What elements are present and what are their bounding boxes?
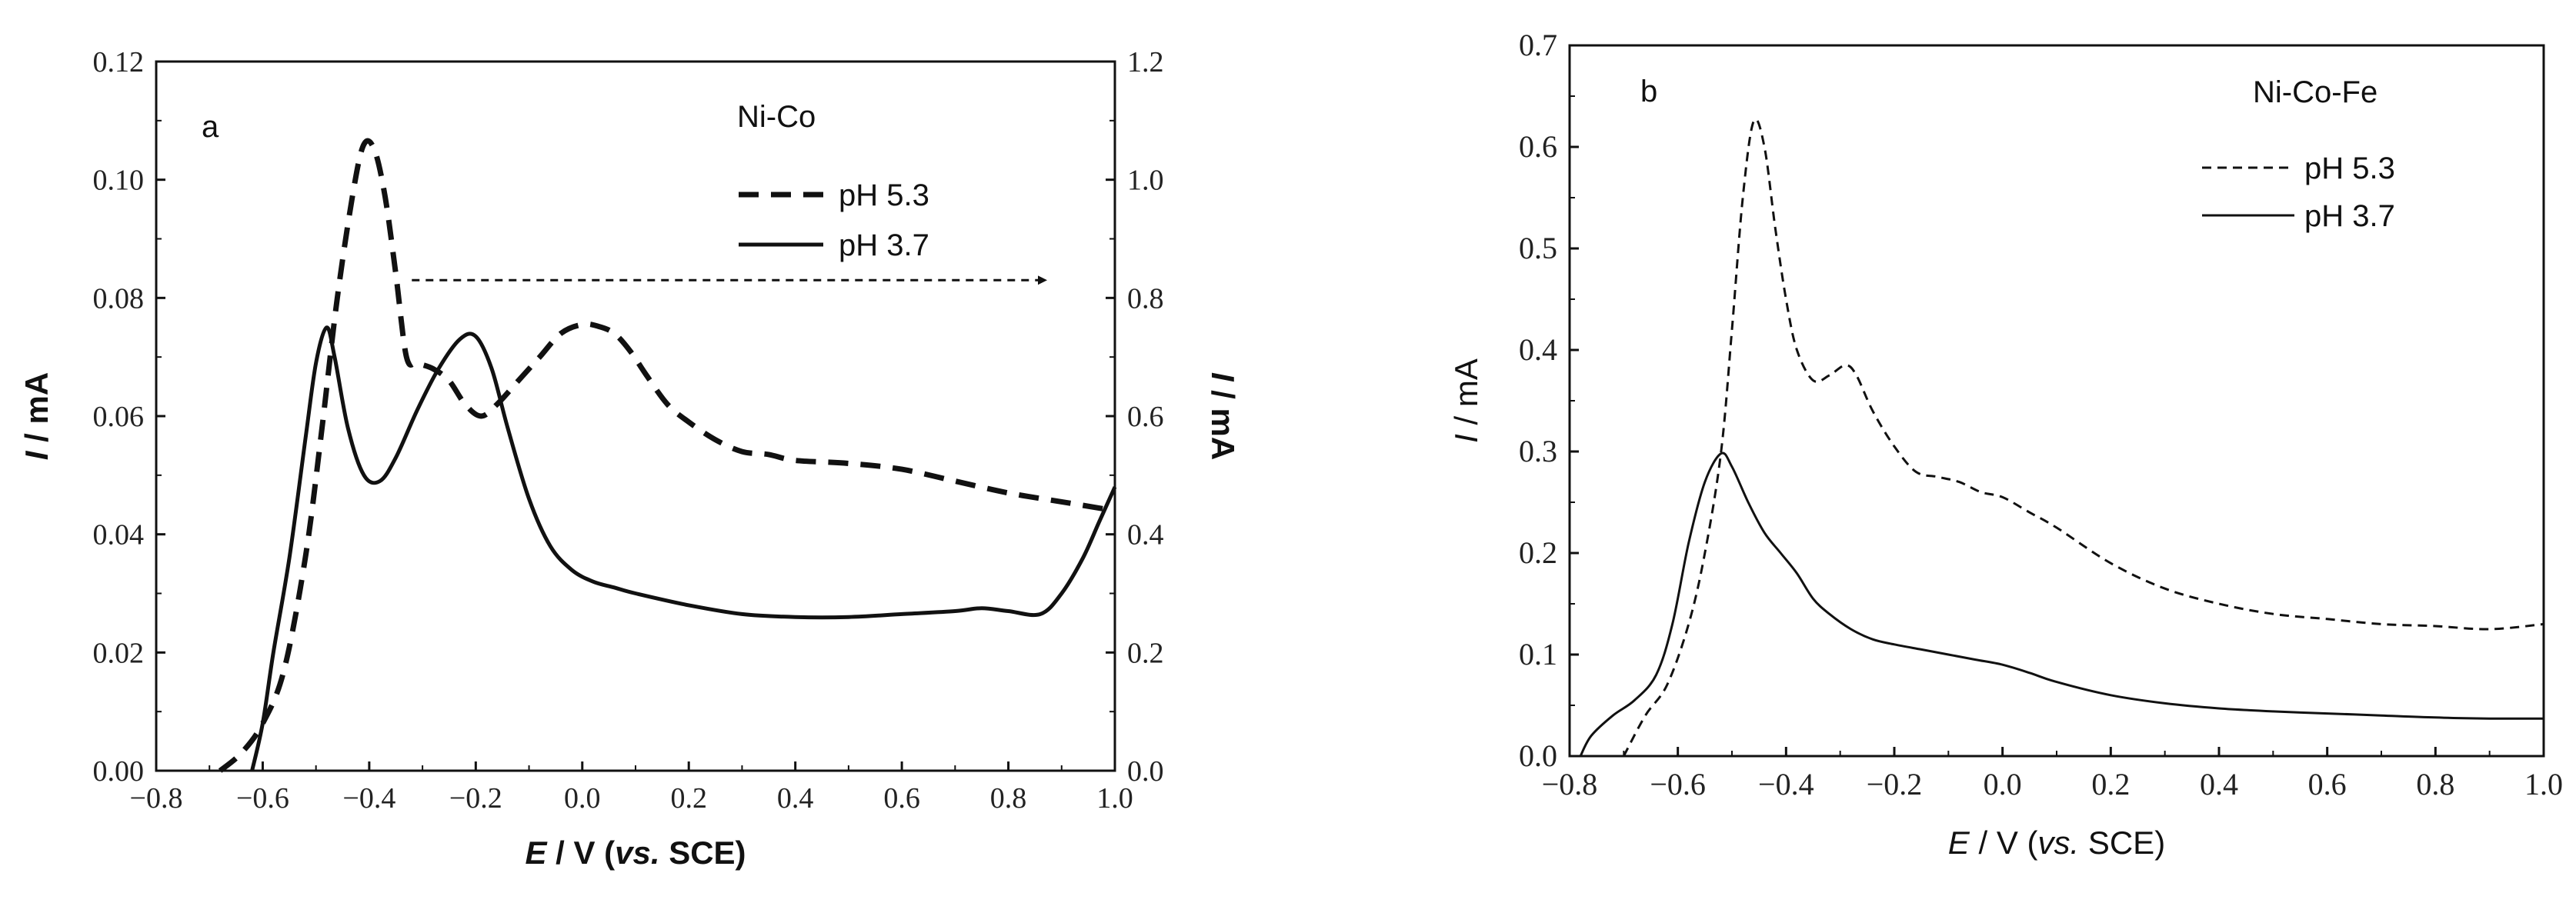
b-x-tick-label: 0.6: [2308, 767, 2347, 801]
panel-b-chart: −0.8 −0.6 −0.4 −0.2 0.0 0.2 0.4 0.6 0.8 1.0 0.00.…: [1448, 28, 2563, 861]
b-x-tick-label: 0.4: [2200, 767, 2238, 801]
a-x-tick-label: 0.0: [564, 782, 601, 815]
a-y-tick-label: 0.12: [93, 46, 145, 78]
panel-b-label: b: [1640, 75, 1657, 108]
panel-a-x-axis-title: E / V (vs. SCE): [525, 835, 746, 871]
b-x-tick-label: −0.8: [1542, 767, 1598, 801]
panel-a-plot-frame: [155, 60, 1116, 772]
b-x-tick-label: −0.6: [1650, 767, 1706, 801]
panel-b-x-axis-title-unit: / V (: [1970, 825, 2038, 861]
panel-a-label: a: [202, 110, 219, 144]
a-y-tick-label: 0.06: [93, 401, 145, 433]
panel-b-y-axis-title-unit: / mA: [1448, 358, 1484, 434]
a-x-tick-label: −0.2: [449, 782, 502, 815]
panel-a-x-axis-title-ref: SCE): [660, 835, 746, 871]
panel-b-y-ticks: 0.0 0.1 0.2 0.3 0.4 0.5 0.6 0.7: [1519, 28, 1579, 773]
a-y-tick-label: 0.04: [93, 519, 145, 551]
b-series-line-ph37: [1579, 452, 2544, 757]
b-x-tick-label: 0.8: [2416, 767, 2454, 801]
panel-b-plot-frame: [1568, 44, 2545, 758]
panel-a-x-axis-title-symbol: E: [525, 835, 548, 871]
a-y2-tick-label: 1.0: [1127, 165, 1164, 197]
a-y2-tick-label: 0.2: [1127, 637, 1164, 669]
b-x-tick-label: −0.4: [1758, 767, 1814, 801]
a-y2-tick-label: 0.8: [1127, 282, 1164, 315]
a-y2-tick-label: 0.6: [1127, 401, 1164, 433]
panel-b-y-axis-title: I / mA: [1448, 358, 1484, 443]
a-x-tick-label: 1.0: [1096, 782, 1133, 815]
panel-b-legend-label-ph53: pH 5.3: [2304, 152, 2395, 185]
a-x-tick-label: 0.2: [670, 782, 707, 815]
panel-a-y2-ticks: 0.0 0.2 0.4 0.6 0.8 1.0 1.2: [1106, 46, 1164, 788]
panel-b-legend: pH 5.3 pH 3.7: [2202, 152, 2395, 233]
b-y-tick-label: 0.1: [1519, 637, 1557, 671]
a-series-line-ph53: [218, 138, 1116, 773]
a-y2-tick-label: 1.2: [1127, 46, 1164, 78]
b-y-tick-label: 0.3: [1519, 434, 1557, 468]
panel-a-legend-label-ph37: pH 3.7: [839, 228, 929, 262]
panel-a-legend: pH 5.3 pH 3.7: [739, 178, 929, 262]
b-x-tick-label: 1.0: [2524, 767, 2563, 801]
b-y-tick-label: 0.0: [1519, 738, 1557, 773]
panel-b-x-axis-title-symbol: E: [1948, 825, 1970, 861]
a-x-tick-label: 0.6: [883, 782, 920, 815]
panel-b-series: [1579, 118, 2544, 757]
panel-b-x-axis-title: E / V (vs. SCE): [1948, 825, 2165, 861]
b-y-tick-label: 0.6: [1519, 129, 1557, 164]
a-series-line-ph37: [250, 325, 1117, 771]
panel-b-x-axis-title-vs: vs.: [2038, 825, 2080, 861]
panel-b-annotation: Ni-Co-Fe: [2253, 75, 2377, 109]
panel-a-chart: −0.8 −0.6 −0.4 −0.2 0.0 0.2 0.4 0.6 0.8 1.0 0.000…: [18, 46, 1241, 871]
b-y-tick-label: 0.4: [1519, 332, 1557, 367]
a-y-tick-label: 0.10: [93, 165, 145, 197]
panel-b-x-axis-title-ref: SCE): [2079, 825, 2165, 861]
b-series-line-ph53: [1622, 118, 2544, 757]
a-y2-tick-label: 0.0: [1127, 755, 1164, 788]
a-x-tick-label: −0.4: [342, 782, 395, 815]
b-x-tick-label: 0.0: [1984, 767, 2022, 801]
b-x-tick-label: −0.2: [1867, 767, 1923, 801]
panel-a-x-axis-title-vs: vs.: [615, 835, 659, 871]
panel-b-x-ticks: −0.8 −0.6 −0.4 −0.2 0.0 0.2 0.4 0.6 0.8 1.0: [1542, 747, 2563, 801]
panel-a-annotation: Ni-Co: [737, 100, 816, 134]
a-x-tick-label: −0.8: [130, 782, 183, 815]
a-y-tick-label: 0.02: [93, 637, 145, 669]
a-y-tick-label: 0.08: [93, 282, 145, 315]
a-x-tick-label: 0.8: [990, 782, 1027, 815]
panel-a-y2-axis-title-unit: / mA: [1205, 381, 1241, 460]
panel-b-legend-label-ph37: pH 3.7: [2304, 199, 2395, 233]
a-y2-tick-label: 0.4: [1127, 519, 1164, 551]
panel-a-x-ticks: −0.8 −0.6 −0.4 −0.2 0.0 0.2 0.4 0.6 0.8 1.0: [130, 761, 1133, 815]
panel-a-y-axis-title-unit: / mA: [18, 372, 55, 452]
b-y-tick-label: 0.5: [1519, 231, 1557, 265]
panel-a-y-axis-title: I / mA: [18, 372, 55, 460]
b-x-tick-label: 0.2: [2091, 767, 2130, 801]
panel-a-legend-label-ph53: pH 5.3: [839, 178, 929, 212]
panel-a-x-axis-title-unit: / V (: [546, 835, 615, 871]
a-x-tick-label: −0.6: [236, 782, 289, 815]
panel-a-series: [218, 138, 1117, 773]
panel-a-y-ticks: 0.00 0.02 0.04 0.06 0.08 0.10 0.12: [93, 46, 165, 788]
panel-b-y-axis-title-symbol: I: [1448, 434, 1484, 443]
b-y-tick-label: 0.7: [1519, 28, 1557, 62]
a-y-tick-label: 0.00: [93, 755, 145, 788]
panel-a-y2-axis-title: I / mA: [1205, 372, 1241, 460]
a-x-tick-label: 0.4: [777, 782, 814, 815]
panel-a-y2-axis-title-symbol: I: [1205, 372, 1241, 382]
b-y-tick-label: 0.2: [1519, 535, 1557, 570]
panel-a-y-axis-title-symbol: I: [18, 450, 55, 460]
